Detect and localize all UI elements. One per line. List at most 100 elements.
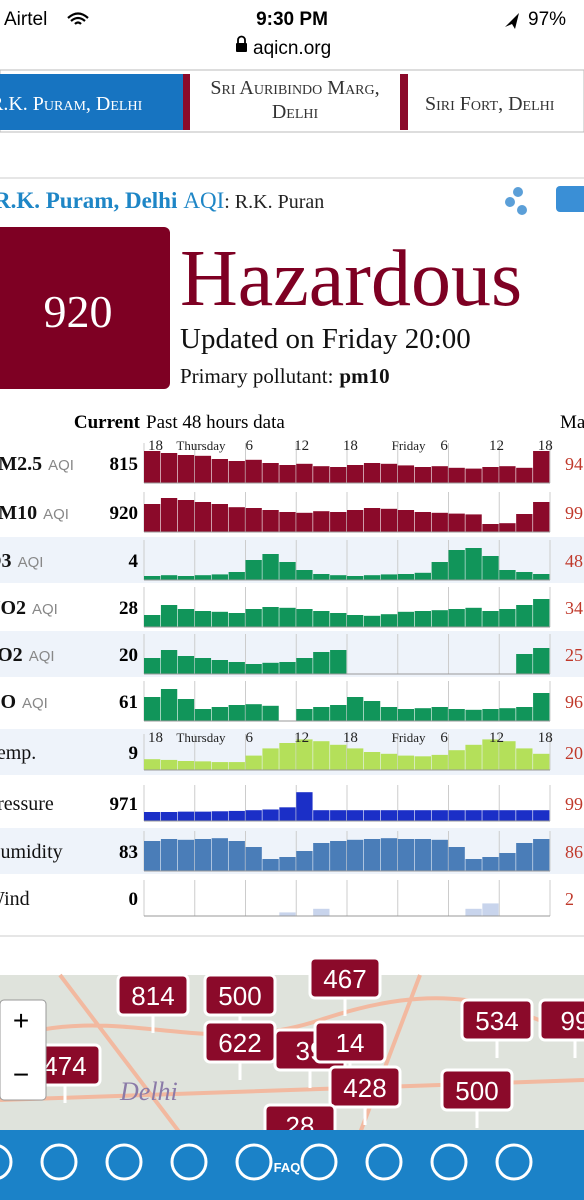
menu-icon[interactable] [556, 186, 584, 212]
spark-bar [296, 609, 313, 627]
url: aqicn.org [253, 38, 331, 59]
spark-bar [363, 752, 381, 770]
spark-bar [397, 574, 415, 580]
spark-bar [347, 748, 364, 770]
unit: AQI [18, 554, 44, 571]
spark-bar [397, 755, 415, 770]
primary-value: pm10 [339, 364, 389, 388]
time-label: 18 [148, 730, 163, 746]
spark-bar [414, 839, 431, 871]
spark-bar [144, 759, 161, 770]
spark-bar [211, 504, 228, 532]
spark-bar [194, 761, 212, 770]
marker-label[interactable]: 814 [131, 981, 174, 1011]
tab-label[interactable]: R.K. Puram, Delhi [0, 93, 143, 115]
station-name: R.K. Puram, Delhi AQI: R.K. Puran [0, 188, 324, 213]
faq-label[interactable]: FAQ [274, 1160, 301, 1175]
nav-icon[interactable] [430, 1143, 468, 1181]
spark-bar [380, 508, 398, 532]
nav-icon[interactable] [170, 1143, 208, 1181]
spark-bar [330, 650, 347, 674]
name: PM2.5 [0, 453, 42, 475]
spark-bar [363, 615, 381, 627]
max-value: 20 [565, 743, 583, 763]
station-sub: : R.K. Puran [224, 191, 324, 213]
zoom-control [0, 999, 47, 1101]
spark-bar [177, 699, 195, 721]
spark-bar [296, 570, 313, 580]
time-label: Thursday [176, 730, 226, 745]
zoom-out[interactable]: − [13, 1059, 29, 1090]
nav-icon[interactable] [105, 1143, 143, 1181]
spark-bar [144, 451, 161, 483]
spark-bar [482, 739, 499, 770]
spark-bar [482, 556, 499, 580]
marker-label[interactable]: 14 [336, 1028, 365, 1058]
spark-bar [160, 759, 178, 770]
tab-active[interactable] [0, 74, 183, 130]
spark-bar [245, 560, 262, 580]
nav-icon[interactable] [235, 1143, 273, 1181]
spark-bar [228, 705, 245, 721]
spark-bar [431, 754, 448, 770]
spark-bar [397, 810, 415, 821]
spark-bar [296, 851, 313, 871]
marker-label[interactable]: 534 [475, 1006, 518, 1036]
marker-label[interactable]: 500 [218, 981, 261, 1011]
marker-label[interactable]: 622 [218, 1028, 261, 1058]
map-city: Delhi [119, 1077, 178, 1106]
aqi-value: 920 [44, 286, 113, 337]
max-value: 34 [565, 598, 583, 618]
spark-bar [245, 664, 262, 674]
spark-bar [313, 908, 330, 916]
spark-bar [448, 609, 465, 627]
pollutant-name: Wind [0, 888, 30, 910]
nav-icon[interactable] [365, 1143, 403, 1181]
nav-icon[interactable] [40, 1143, 78, 1181]
marker-label[interactable]: 428 [343, 1073, 386, 1103]
spark-bar [516, 810, 533, 821]
tab[interactable] [190, 74, 400, 130]
spark-bar [330, 841, 347, 871]
time-label: Friday [392, 438, 426, 453]
spark-bar [177, 656, 195, 674]
time-label: 18 [343, 730, 358, 746]
name: PM10 [0, 502, 37, 524]
spark-bar [516, 748, 533, 770]
spark-bar [194, 839, 212, 871]
spark-bar [347, 810, 364, 821]
share-icon[interactable] [513, 187, 523, 197]
marker-label[interactable]: 500 [455, 1076, 498, 1106]
time-label: Friday [392, 730, 426, 745]
marker-label[interactable]: 99 [561, 1006, 584, 1036]
zoom-in[interactable]: + [13, 1005, 29, 1036]
pollutant-name: CO AQI [0, 691, 48, 713]
marker-label[interactable]: 474 [43, 1051, 86, 1081]
spark-bar [160, 453, 178, 483]
spark-bar [262, 554, 279, 580]
current-value: 83 [119, 842, 138, 863]
nav-icon[interactable] [495, 1143, 533, 1181]
nav-icon[interactable] [300, 1143, 338, 1181]
spark-bar [228, 461, 245, 483]
spark-bar [144, 576, 161, 580]
time-label: 18 [343, 438, 358, 454]
time-label: 6 [245, 730, 253, 746]
spark-bar [177, 576, 195, 580]
marker-label[interactable]: 467 [323, 964, 366, 994]
primary-label: Primary pollutant: [180, 364, 333, 388]
spark-bar [279, 662, 296, 674]
tab-label[interactable]: Sri Auribindo Marg, Delhi [210, 77, 380, 123]
spark-bar [448, 709, 465, 721]
nav-icon[interactable] [0, 1144, 13, 1180]
spark-bar [296, 739, 313, 770]
tab-label[interactable]: Siri Fort, Delhi [425, 93, 555, 115]
max-value: 86 [565, 842, 583, 862]
spark-bar [245, 609, 262, 627]
max-value: 99 [565, 794, 583, 814]
spark-bar [228, 662, 245, 674]
spark-bar [262, 510, 279, 532]
spark-bar [177, 839, 195, 871]
spark-bar [194, 611, 212, 627]
spark-bar [431, 610, 448, 627]
